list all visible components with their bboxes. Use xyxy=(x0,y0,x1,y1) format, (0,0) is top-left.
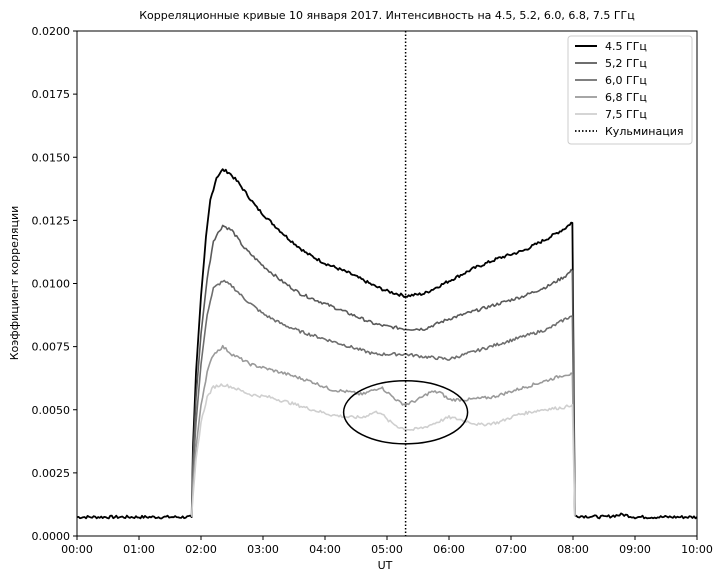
annotation-ellipse xyxy=(342,379,469,445)
x-tick-label: 08:00 xyxy=(557,543,589,556)
y-axis-label: Коэффициент корреляции xyxy=(8,206,21,361)
x-tick-label: 10:00 xyxy=(681,543,713,556)
legend: 4.5 ГГц 5,2 ГГц 6,0 ГГц 6,8 ГГц 7,5 ГГц Кульм… xyxy=(567,35,693,145)
legend-entry: 4.5 ГГц xyxy=(605,40,647,53)
legend-entry: 7,5 ГГц xyxy=(605,108,647,121)
legend-box xyxy=(567,35,693,145)
y-tick-label: 0.0075 xyxy=(32,341,71,354)
plot-area: 00:00 01:00 02:00 03:00 04:00 05:00 06:00 07:00… xyxy=(32,25,713,556)
x-tick-label: 03:00 xyxy=(247,543,279,556)
legend-entry: 5,2 ГГц xyxy=(605,57,647,70)
legend-entry: 6,8 ГГц xyxy=(605,91,647,104)
y-tick-label: 0.0000 xyxy=(32,530,71,543)
x-tick-label: 09:00 xyxy=(619,543,651,556)
x-tick-label: 04:00 xyxy=(309,543,341,556)
series-line-3 xyxy=(190,279,576,518)
x-axis-label: UT xyxy=(378,559,393,572)
x-tick-label: 05:00 xyxy=(371,543,403,556)
y-tick-label: 0.0175 xyxy=(32,88,71,101)
series-line-1 xyxy=(76,168,698,520)
y-tick-label: 0.0025 xyxy=(32,467,71,480)
y-tick-label: 0.0050 xyxy=(32,404,71,417)
y-tick-label: 0.0100 xyxy=(32,278,71,291)
series-line-5 xyxy=(190,383,576,516)
legend-entry: Кульминация xyxy=(605,125,683,138)
x-tick-label: 02:00 xyxy=(185,543,217,556)
y-tick-label: 0.0200 xyxy=(32,25,71,38)
chart-title: Корреляционные кривые 10 января 2017. Ин… xyxy=(139,9,635,22)
x-tick-label: 07:00 xyxy=(495,543,527,556)
series-line-2 xyxy=(190,224,576,518)
x-tick-label: 06:00 xyxy=(433,543,465,556)
series-line-4 xyxy=(190,344,576,517)
y-tick-label: 0.0125 xyxy=(32,214,71,227)
legend-entry: 6,0 ГГц xyxy=(605,74,647,87)
x-tick-label: 01:00 xyxy=(123,543,155,556)
y-tick-label: 0.0150 xyxy=(32,151,71,164)
x-tick-label: 00:00 xyxy=(61,543,93,556)
